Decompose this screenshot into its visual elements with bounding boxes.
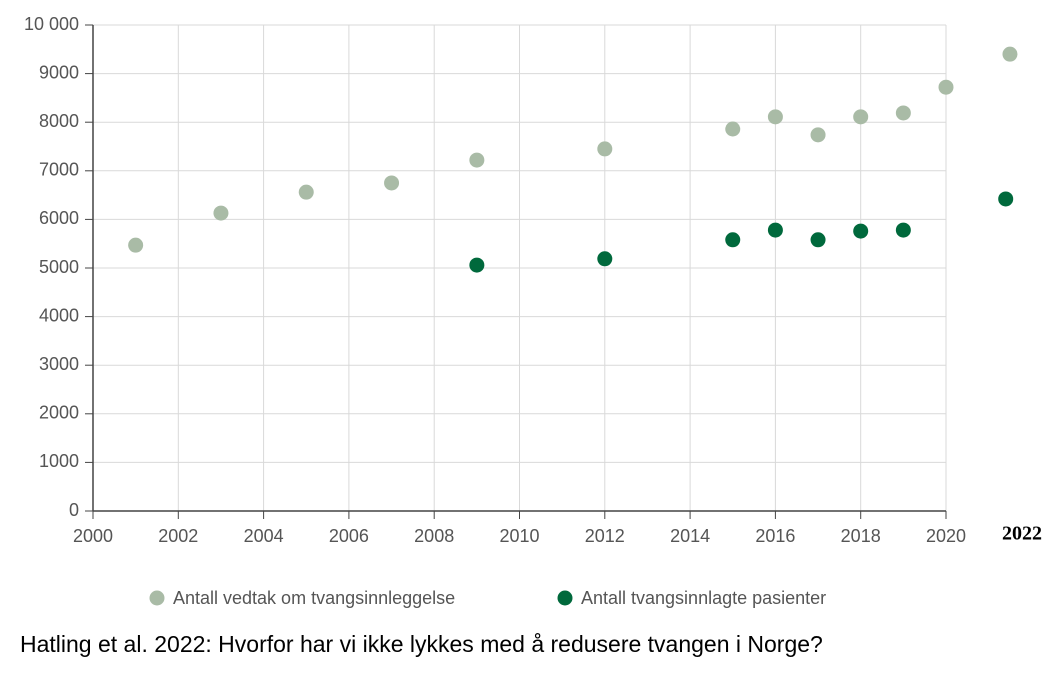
annotation: 2022 — [1002, 523, 1042, 545]
x-tick-label: 2018 — [841, 526, 881, 546]
x-tick-label: 2002 — [158, 526, 198, 546]
x-tick-label: 2016 — [755, 526, 795, 546]
point — [597, 141, 613, 157]
point — [895, 105, 911, 121]
y-tick-label: 4000 — [39, 305, 79, 325]
y-tick-label: 0 — [69, 500, 79, 520]
x-tick-label: 2012 — [585, 526, 625, 546]
x-tick-label: 2010 — [499, 526, 539, 546]
point — [469, 152, 485, 168]
y-tick-label: 5000 — [39, 257, 79, 277]
point — [895, 222, 911, 238]
x-tick-label: 2004 — [244, 526, 284, 546]
point — [998, 191, 1014, 207]
point — [213, 205, 229, 221]
point — [938, 79, 954, 95]
legend-marker — [149, 590, 165, 606]
point — [128, 237, 144, 253]
y-tick-label: 1000 — [39, 451, 79, 471]
point — [597, 251, 613, 267]
point — [767, 109, 783, 125]
y-tick-label: 10 000 — [24, 14, 79, 34]
point — [810, 232, 826, 248]
y-tick-label: 3000 — [39, 354, 79, 374]
point — [384, 175, 400, 191]
caption: Hatling et al. 2022: Hvorfor har vi ikke… — [20, 631, 823, 657]
point — [725, 232, 741, 248]
legend-marker — [557, 590, 573, 606]
point — [298, 184, 314, 200]
y-tick-label: 8000 — [39, 111, 79, 131]
legend-label: Antall vedtak om tvangsinnleggelse — [173, 588, 455, 608]
point — [725, 121, 741, 137]
point — [853, 223, 869, 239]
y-tick-label: 9000 — [39, 62, 79, 82]
x-tick-label: 2000 — [73, 526, 113, 546]
y-tick-label: 6000 — [39, 208, 79, 228]
x-tick-label: 2008 — [414, 526, 454, 546]
point — [810, 127, 826, 143]
x-tick-label: 2006 — [329, 526, 369, 546]
y-tick-label: 2000 — [39, 403, 79, 423]
point — [767, 222, 783, 238]
x-tick-label: 2020 — [926, 526, 966, 546]
point — [1002, 46, 1018, 62]
legend-label: Antall tvangsinnlagte pasienter — [581, 588, 826, 608]
y-tick-label: 7000 — [39, 160, 79, 180]
x-tick-label: 2014 — [670, 526, 710, 546]
point — [469, 257, 485, 273]
point — [853, 109, 869, 125]
